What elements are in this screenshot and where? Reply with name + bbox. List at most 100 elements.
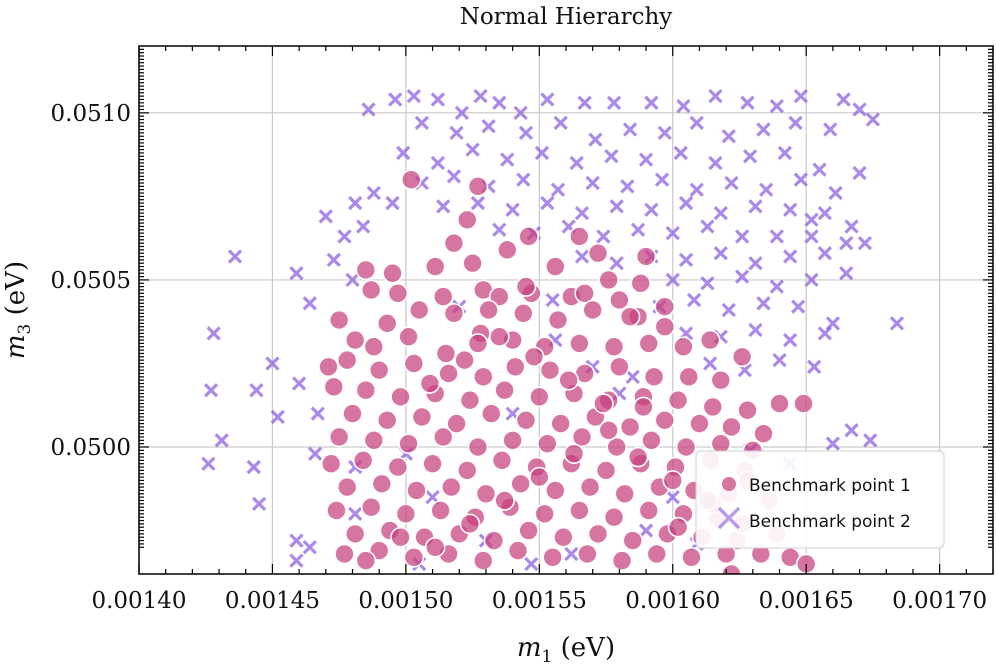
x-tick-label: 0.00155 xyxy=(492,588,587,614)
data-point-circle xyxy=(667,516,689,538)
data-point-circle xyxy=(539,359,561,381)
data-point-circle xyxy=(438,363,459,384)
data-point-cross xyxy=(481,119,496,134)
data-point-cross xyxy=(713,205,728,221)
data-point-circle xyxy=(472,366,494,388)
data-point-cross xyxy=(513,105,528,120)
data-point-circle xyxy=(432,286,454,307)
data-point-cross xyxy=(574,205,590,221)
data-point-circle xyxy=(654,316,676,338)
data-point-cross xyxy=(654,172,670,187)
data-point-circle xyxy=(376,409,398,431)
data-point-circle xyxy=(467,333,489,354)
legend-marker-benchmark-2 xyxy=(717,506,741,530)
data-point-circle xyxy=(529,466,550,488)
legend-cross xyxy=(717,506,741,530)
data-point-circle xyxy=(400,169,422,190)
data-point-circle xyxy=(472,550,494,571)
data-point-cross xyxy=(356,219,371,234)
y-tick-label: 0.0500 xyxy=(51,435,131,461)
data-point-circle xyxy=(678,366,700,388)
data-point-cross xyxy=(748,322,763,338)
data-point-circle xyxy=(456,209,478,231)
data-series xyxy=(201,88,905,574)
data-point-cross xyxy=(839,266,854,281)
data-point-cross xyxy=(406,88,422,104)
data-point-cross xyxy=(817,326,833,341)
data-point-circle xyxy=(571,426,593,448)
data-point-cross xyxy=(577,95,592,110)
data-point-circle xyxy=(502,430,523,451)
data-point-cross xyxy=(839,236,854,251)
data-point-cross xyxy=(665,490,680,505)
data-point-circle xyxy=(595,460,617,481)
data-point-cross xyxy=(516,172,531,187)
data-point-circle xyxy=(326,500,347,521)
x-tick-label: 0.00150 xyxy=(358,588,453,614)
data-point-cross xyxy=(638,523,654,538)
data-point-cross xyxy=(345,272,360,288)
legend: Benchmark point 1 Benchmark point 2 xyxy=(695,450,945,549)
x-tick-label: 0.00145 xyxy=(225,588,320,614)
data-point-cross xyxy=(388,92,403,107)
data-point-cross xyxy=(385,195,400,211)
data-point-cross xyxy=(678,252,694,268)
data-point-cross xyxy=(206,326,221,341)
data-point-cross xyxy=(473,88,488,104)
data-point-cross xyxy=(465,142,480,157)
data-point-cross xyxy=(625,369,640,384)
data-point-cross xyxy=(836,92,851,107)
data-point-circle xyxy=(398,433,419,454)
data-point-cross xyxy=(689,182,704,197)
data-point-circle xyxy=(638,333,660,354)
data-point-circle xyxy=(344,523,366,545)
data-point-cross xyxy=(724,175,739,191)
data-point-circle xyxy=(737,399,758,421)
data-point-cross xyxy=(783,332,798,348)
data-point-circle xyxy=(454,349,475,371)
data-point-circle xyxy=(352,450,374,471)
data-point-cross xyxy=(673,145,688,161)
data-point-cross xyxy=(396,145,411,161)
data-point-circle xyxy=(344,329,366,351)
data-point-circle xyxy=(574,282,595,304)
data-point-circle xyxy=(355,259,377,281)
data-point-circle xyxy=(504,356,526,378)
series-benchmark-2 xyxy=(201,88,905,572)
data-point-circle xyxy=(627,446,649,468)
x-tick-label: 0.00165 xyxy=(759,588,854,614)
data-point-circle xyxy=(582,299,603,321)
data-point-circle xyxy=(611,550,633,571)
data-point-circle xyxy=(406,480,427,501)
data-point-circle xyxy=(675,436,697,458)
data-point-cross xyxy=(759,182,774,197)
data-point-cross xyxy=(249,383,264,398)
data-point-circle xyxy=(593,393,614,414)
data-point-cross xyxy=(289,553,304,568)
data-point-circle xyxy=(523,346,545,368)
data-point-circle xyxy=(635,246,657,267)
data-point-circle xyxy=(424,536,446,558)
data-point-cross xyxy=(430,92,446,107)
x-axis-label: m1 (eV) xyxy=(517,633,615,666)
data-point-circle xyxy=(793,393,814,414)
data-point-circle xyxy=(443,303,465,324)
data-point-cross xyxy=(540,195,555,211)
data-point-cross xyxy=(505,202,520,217)
data-point-circle xyxy=(334,543,355,565)
legend-box xyxy=(695,450,945,549)
data-point-cross xyxy=(644,202,659,217)
data-point-circle xyxy=(488,326,510,348)
x-tick-label: 0.00140 xyxy=(91,588,186,614)
data-point-cross xyxy=(348,506,363,521)
data-point-cross xyxy=(361,102,376,117)
data-point-cross xyxy=(804,229,819,244)
data-point-cross xyxy=(291,376,307,391)
data-point-cross xyxy=(446,169,462,184)
y-tick-label: 0.0510 xyxy=(51,101,131,127)
data-point-cross xyxy=(524,556,539,572)
data-point-cross xyxy=(596,229,611,244)
data-point-cross xyxy=(606,95,622,110)
data-point-circle xyxy=(376,313,398,334)
data-point-circle xyxy=(422,453,443,475)
